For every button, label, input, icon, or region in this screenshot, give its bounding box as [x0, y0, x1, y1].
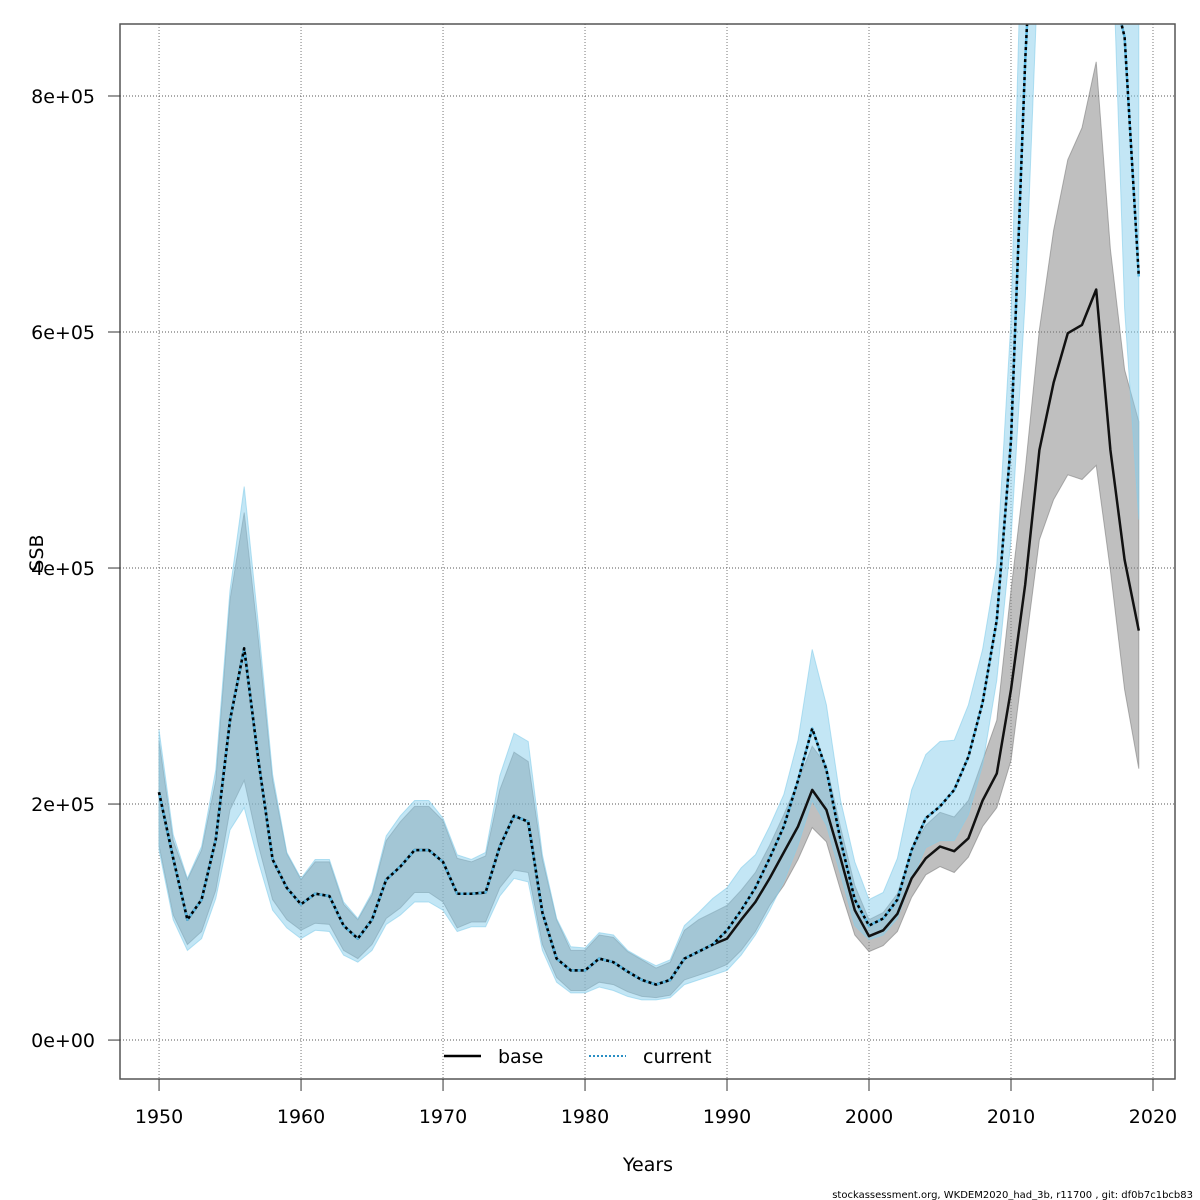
x-tick-label: 2020 [1129, 1106, 1177, 1128]
ci-band-base [158, 61, 1140, 999]
x-tick-label: 2000 [845, 1106, 893, 1128]
legend: base current [444, 1046, 712, 1068]
y-tick-label: 0e+00 [31, 1030, 95, 1052]
y-tick-label: 6e+05 [31, 322, 95, 344]
ci-band-current [158, 24, 1140, 1001]
x-tick-label: 2010 [987, 1106, 1035, 1128]
x-tick-label: 1980 [561, 1106, 609, 1128]
x-tick-label: 1960 [277, 1106, 325, 1128]
line-current-under [157, 24, 1141, 986]
series-lines [157, 24, 1141, 986]
legend-label-current: current [643, 1046, 712, 1068]
legend-label-base: base [498, 1046, 543, 1068]
x-axis: 1950 1960 1970 1980 1990 2000 2010 2020 [135, 1079, 1177, 1128]
y-tick-label: 2e+05 [31, 794, 95, 816]
confidence-bands [158, 24, 1140, 1001]
x-tick-label: 1990 [703, 1106, 751, 1128]
y-axis: 0e+00 2e+05 4e+05 6e+05 8e+05 [31, 86, 120, 1052]
x-axis-title: Years [622, 1154, 673, 1176]
y-axis-title: SSB [26, 534, 48, 571]
y-tick-label: 4e+05 [31, 558, 95, 580]
plot-frame [119, 23, 1176, 1080]
x-tick-label: 1970 [419, 1106, 467, 1128]
y-tick-label: 8e+05 [31, 86, 95, 108]
line-current [157, 24, 1141, 986]
footer-credit: stockassessment.org, WKDEM2020_had_3b, r… [832, 1190, 1193, 1200]
x-tick-label: 1950 [135, 1106, 183, 1128]
